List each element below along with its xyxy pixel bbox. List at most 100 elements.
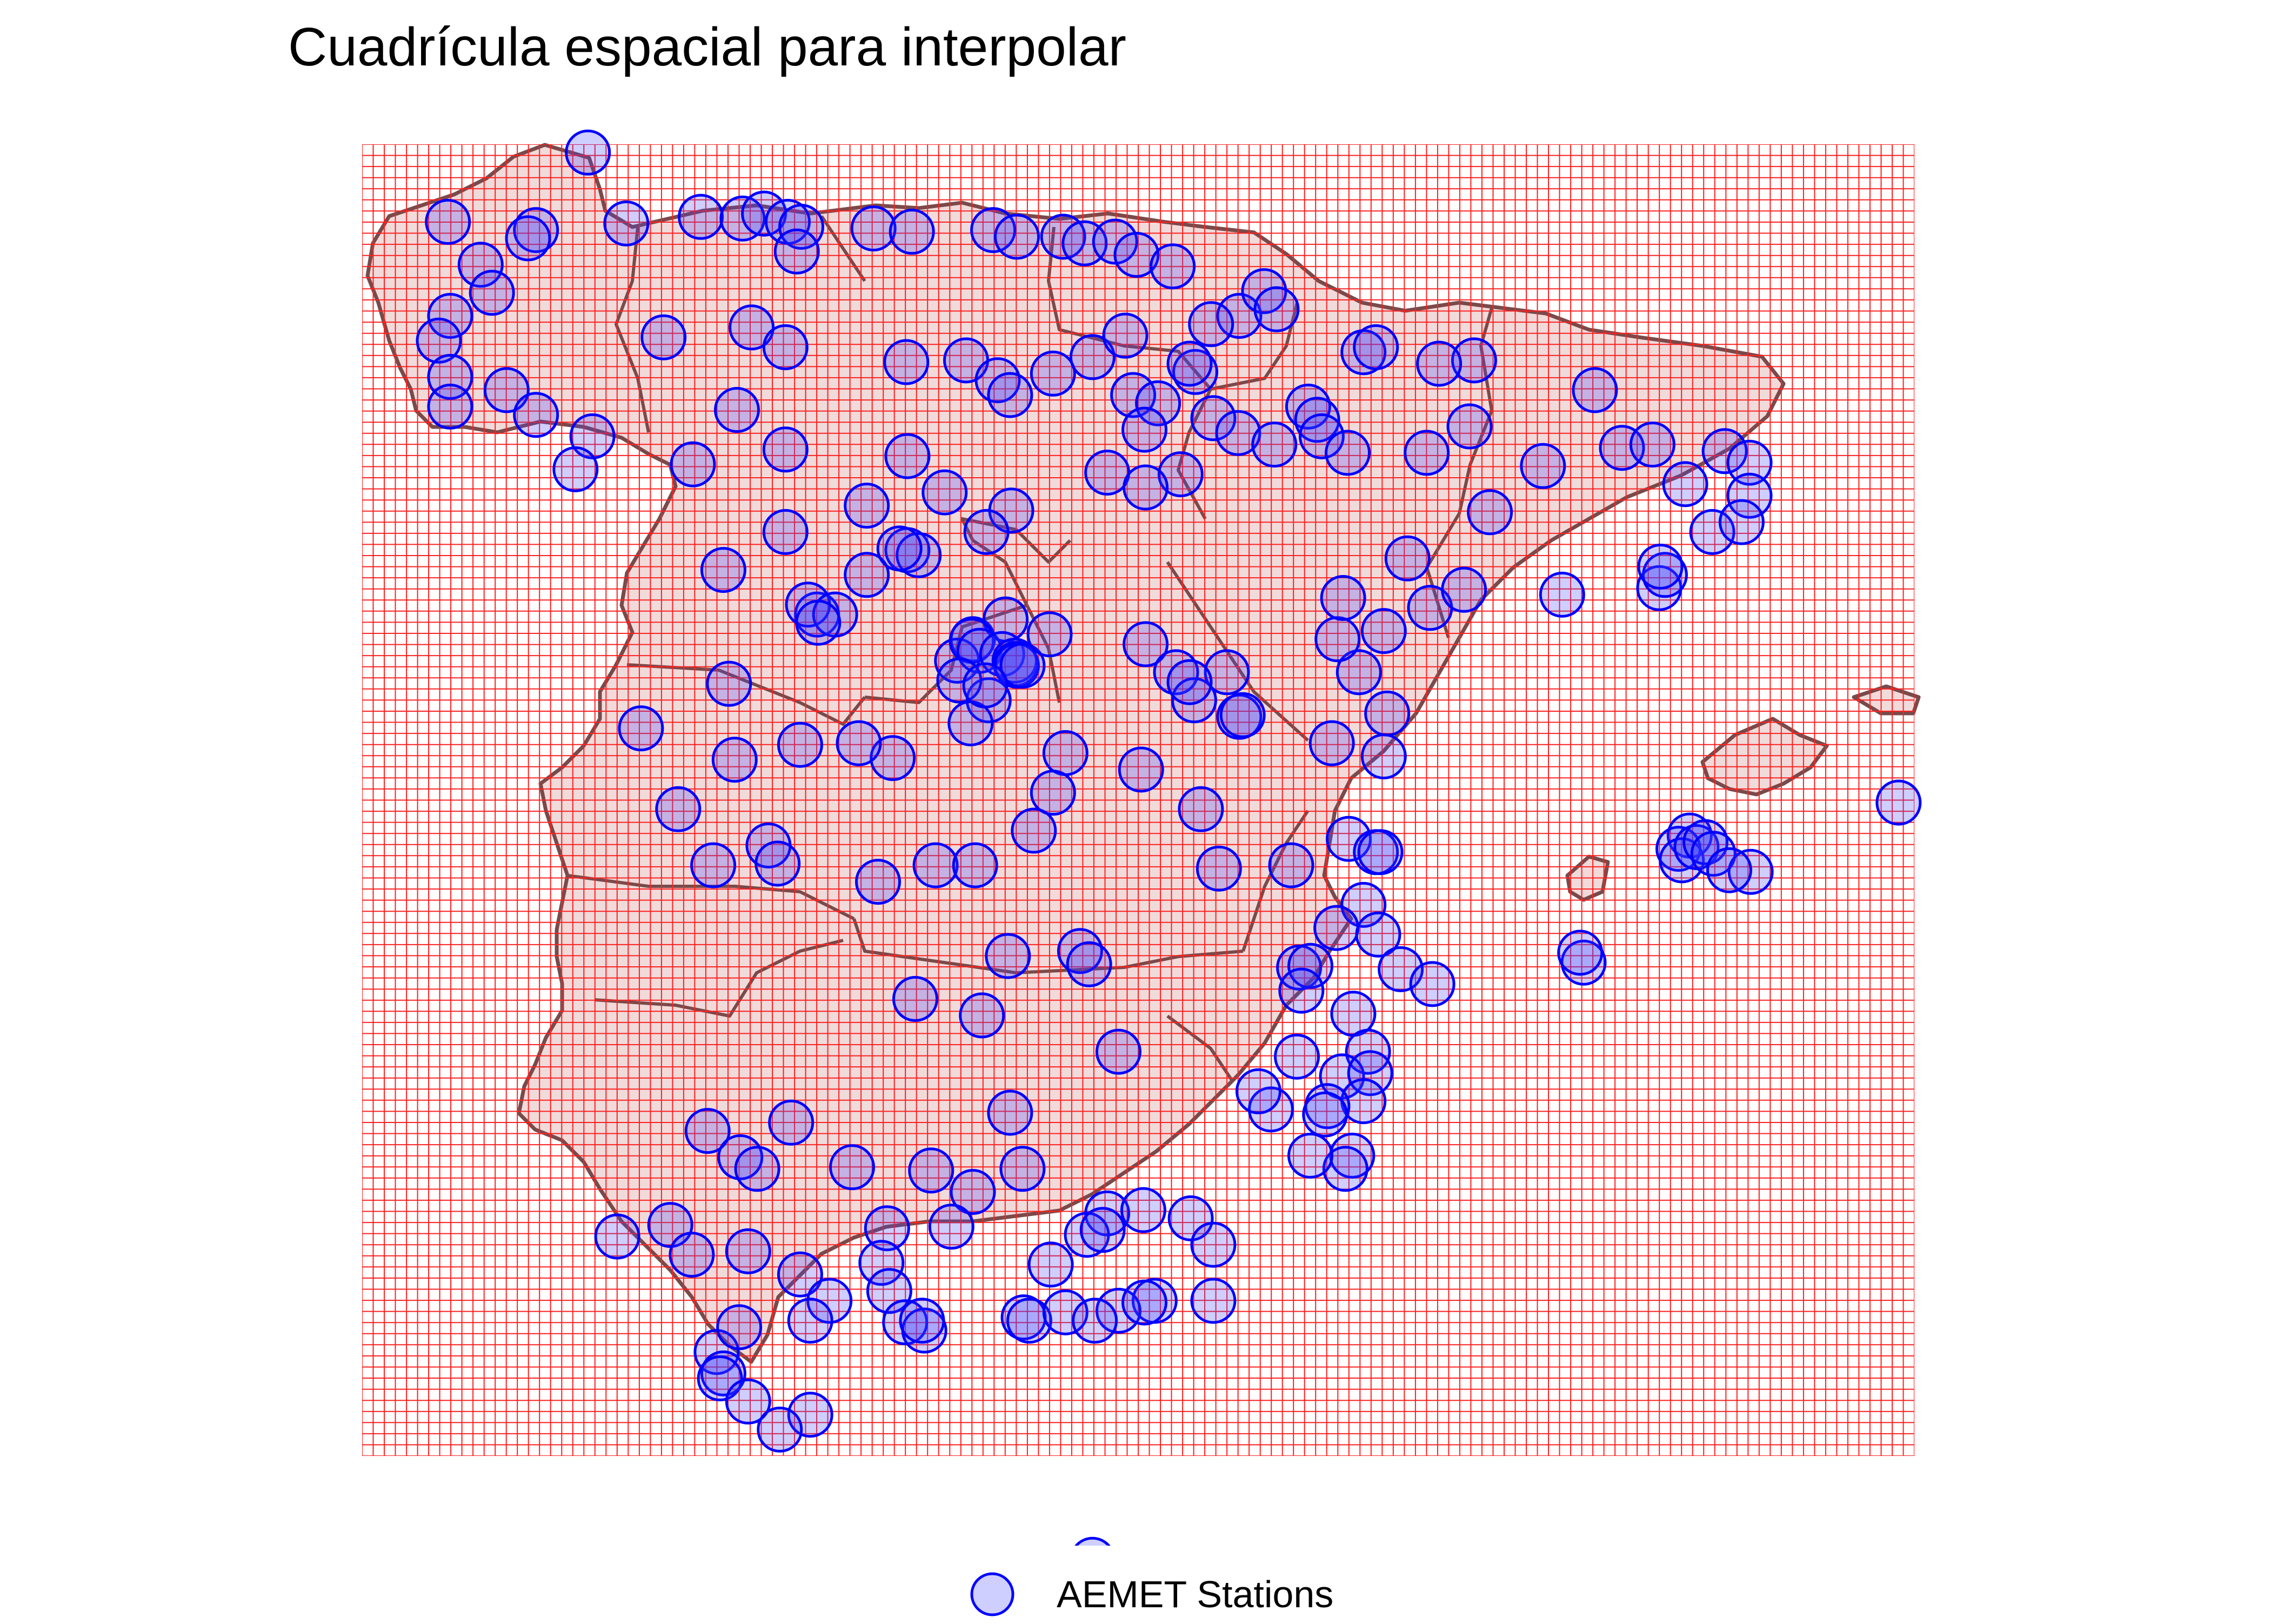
region-boundary: [1166, 561, 1310, 742]
station-marker: [1064, 1212, 1110, 1258]
station-marker: [1118, 746, 1164, 793]
station-marker: [714, 387, 760, 433]
station-marker: [1446, 403, 1493, 450]
station-marker: [594, 1213, 640, 1260]
station-marker: [1178, 786, 1224, 832]
station-marker: [985, 933, 1031, 979]
station-marker: [565, 129, 611, 176]
station-marker: [725, 1378, 771, 1425]
station-marker: [1079, 1207, 1126, 1253]
station-marker: [1110, 372, 1157, 418]
station-marker: [1557, 930, 1604, 976]
station-marker: [836, 720, 882, 766]
station-marker: [684, 1108, 731, 1154]
station-marker: [1701, 428, 1748, 474]
legend-label: AEMET Stations: [1057, 1573, 1334, 1615]
station-marker: [777, 1251, 823, 1298]
station-marker: [1325, 430, 1371, 476]
region-boundary: [615, 226, 650, 433]
station-marker: [787, 1298, 833, 1344]
station-marker: [1409, 961, 1456, 1007]
region-boundary: [820, 215, 866, 282]
station-marker: [1718, 499, 1765, 545]
station-marker: [762, 509, 809, 555]
station-marker: [912, 842, 959, 888]
station-marker: [757, 1406, 803, 1453]
station-marker: [603, 201, 650, 246]
station-marker: [1322, 1146, 1368, 1192]
station-marker: [1416, 340, 1463, 387]
station-marker: [1320, 575, 1366, 621]
station-marker: [706, 660, 752, 707]
station-marker: [1171, 677, 1217, 724]
station-marker: [1302, 1091, 1348, 1138]
station-marker: [700, 547, 746, 593]
station-marker: [1278, 967, 1325, 1014]
station-marker: [711, 737, 758, 783]
station-marker: [928, 1204, 974, 1250]
station-marker: [884, 433, 931, 479]
station-marker: [899, 1298, 945, 1344]
station-marker: [1190, 1278, 1237, 1324]
station-marker: [457, 242, 504, 288]
station-marker: [1150, 243, 1196, 290]
station-marker: [1314, 616, 1361, 663]
station-marker: [1120, 1187, 1166, 1233]
station-marker: [469, 270, 515, 316]
station-marker: [922, 469, 968, 516]
station-marker: [729, 304, 775, 351]
station-marker: [1042, 1289, 1089, 1335]
map-canvas: [362, 129, 1922, 1546]
station-marker: [777, 721, 823, 768]
station-marker: [678, 193, 724, 240]
station-marker: [1287, 943, 1333, 989]
station-marker: [1216, 693, 1263, 740]
station-marker: [1662, 461, 1708, 507]
station-marker: [513, 392, 559, 438]
station-marker: [987, 372, 1033, 418]
station-marker: [690, 842, 737, 888]
station-marker: [844, 552, 890, 598]
station-marker: [762, 426, 809, 473]
station-marker: [1287, 1132, 1333, 1179]
station-marker: [1123, 464, 1169, 511]
station-marker: [1121, 406, 1167, 453]
station-marker: [1251, 422, 1298, 468]
station-marker: [768, 1099, 814, 1146]
station-marker: [1629, 422, 1675, 468]
station-marker: [1113, 232, 1160, 278]
station-marker: [974, 357, 1021, 404]
station-marker: [829, 1144, 875, 1191]
station-marker: [1357, 829, 1404, 876]
station-marker: [876, 525, 923, 572]
station-marker: [1726, 472, 1773, 519]
station-marker: [1235, 1068, 1281, 1114]
station-marker: [1011, 807, 1057, 854]
station-marker: [850, 205, 897, 252]
station-marker: [427, 293, 473, 339]
station-marker: [734, 1146, 780, 1192]
station-marker: [1219, 692, 1266, 738]
region-boundary: [1047, 226, 1212, 520]
station-marker: [1353, 324, 1399, 370]
map-title: Cuadrícula espacial para interpolar: [288, 17, 1126, 77]
aemet-stations: [416, 129, 1922, 1546]
station-marker: [1384, 535, 1431, 582]
station-marker: [1069, 334, 1116, 380]
station-marker: [987, 1090, 1033, 1136]
station-marker: [1689, 509, 1735, 555]
station-marker: [1030, 770, 1076, 816]
station-marker: [855, 859, 901, 905]
station-marker: [1196, 845, 1242, 892]
station-marker: [896, 532, 942, 578]
station-marker: [1092, 218, 1138, 265]
station-marker: [1274, 1033, 1320, 1080]
station-marker: [1084, 450, 1131, 496]
station-marker: [1190, 395, 1237, 442]
station-marker: [1637, 544, 1684, 590]
station-marker: [1268, 842, 1314, 888]
station-marker: [1057, 928, 1103, 974]
station-marker: [425, 199, 471, 245]
station-marker: [1026, 611, 1073, 658]
station-marker: [1313, 905, 1360, 951]
